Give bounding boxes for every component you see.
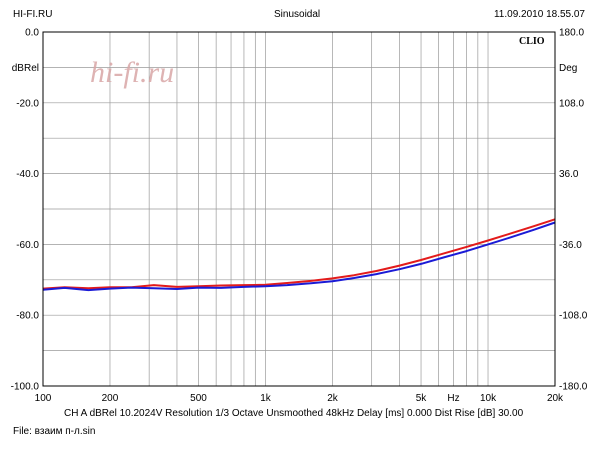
header-measurement-type: Sinusoidal — [274, 9, 321, 20]
watermark: hi-fi.ru — [90, 56, 174, 89]
x-tick-label: 200 — [102, 393, 119, 404]
y-tick-label: -20.0 — [16, 98, 39, 109]
y-tick-label: -40.0 — [16, 169, 39, 180]
x-tick-label: 1k — [260, 393, 272, 404]
y2-tick-label: -180.0 — [559, 382, 588, 393]
y2-tick-label: 36.0 — [559, 169, 579, 180]
series-line-1 — [42, 218, 556, 290]
file-name: File: взаим п-л.sin — [13, 426, 96, 437]
series-line-2 — [42, 221, 556, 292]
axis-labels: 100 200 500 1k 2k 5k 10k 20k Hz 0.0 -20.0 -40.0 -60.… — [11, 28, 588, 405]
y-tick-label: 0.0 — [25, 28, 39, 39]
x-tick-label: 500 — [190, 393, 207, 404]
y2-tick-label: 108.0 — [559, 98, 584, 109]
x-tick-label: 2k — [327, 393, 339, 404]
y2-tick-label: -108.0 — [559, 311, 588, 322]
grid-lines — [43, 32, 555, 386]
y-tick-label: -100.0 — [11, 382, 40, 393]
x-tick-label: 5k — [416, 393, 428, 404]
measurement-settings: CH A dBRel 10.2024V Resolution 1/3 Octav… — [64, 408, 524, 419]
y2-tick-label: 180.0 — [559, 28, 584, 39]
x-tick-label: 10k — [480, 393, 497, 404]
y2-tick-label: -36.0 — [559, 240, 582, 251]
x-tick-label: 20k — [547, 393, 564, 404]
header-site-label: HI-FI.RU — [13, 9, 53, 20]
y2-unit-label: Deg — [559, 63, 577, 74]
y-tick-label: -80.0 — [16, 311, 39, 322]
y-unit-label: dBRel — [12, 63, 39, 74]
x-tick-label: 100 — [35, 393, 52, 404]
header-timestamp: 11.09.2010 18.55.07 — [493, 9, 585, 20]
clio-brand-label: CLIO — [519, 36, 545, 47]
x-unit-label: Hz — [447, 393, 459, 404]
y-tick-label: -60.0 — [16, 240, 39, 251]
plot-frame — [42, 31, 556, 387]
series-lines — [42, 218, 556, 292]
